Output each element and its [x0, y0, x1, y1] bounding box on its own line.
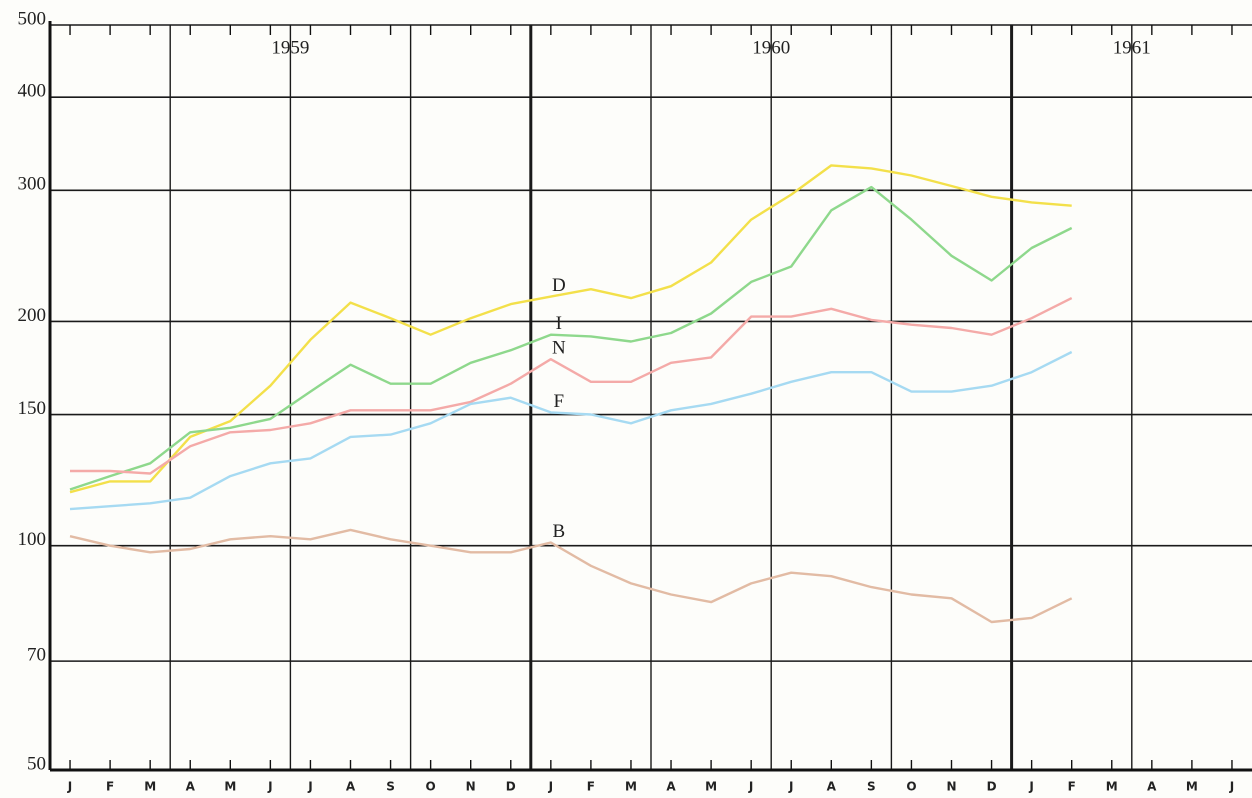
x-tick-label: J [788, 780, 793, 794]
series-label: N [552, 338, 566, 359]
x-tick-label: O [426, 780, 436, 794]
series-label: I [556, 313, 562, 334]
x-tick-label: M [224, 780, 236, 794]
x-tick-label: M [1106, 780, 1118, 794]
x-tick-label: J [1229, 780, 1234, 794]
x-tick-label: N [946, 780, 956, 794]
y-tick-label: 200 [18, 305, 47, 326]
series-line [69, 185, 1073, 491]
x-tick-label: M [625, 780, 637, 794]
x-tick-label: J [307, 780, 312, 794]
series-line [69, 350, 1073, 511]
x-tick-label: A [1147, 780, 1157, 794]
x-tick-label: J [1028, 780, 1033, 794]
series-label: D [552, 275, 566, 296]
x-tick-label: S [386, 780, 395, 794]
y-tick-label: 300 [18, 174, 47, 195]
x-tick-label: M [144, 780, 156, 794]
x-tick-label: A [346, 780, 356, 794]
series-label: B [552, 521, 565, 542]
y-tick-label: 150 [18, 398, 47, 419]
x-tick-label: M [705, 780, 717, 794]
x-tick-label: M [1186, 780, 1198, 794]
x-tick-label: J [267, 780, 272, 794]
x-tick-label: A [827, 780, 837, 794]
x-tick-label: J [67, 780, 72, 794]
x-tick-label: J [548, 780, 553, 794]
y-tick-label: 400 [18, 81, 47, 102]
x-tick-label: A [666, 780, 676, 794]
x-tick-label: S [867, 780, 876, 794]
x-tick-label: A [186, 780, 196, 794]
y-tick-label: 50 [27, 753, 46, 774]
x-tick-label: F [587, 780, 595, 794]
x-tick-label: O [906, 780, 916, 794]
x-tick-label: D [506, 780, 516, 794]
x-tick-label: F [1068, 780, 1076, 794]
series-line [69, 528, 1073, 624]
x-tick-label: J [748, 780, 753, 794]
x-tick-label: D [987, 780, 997, 794]
x-tick-label: F [106, 780, 114, 794]
y-tick-label: 70 [27, 644, 46, 665]
year-label: 1961 [1113, 37, 1151, 58]
year-label: 1960 [752, 37, 790, 58]
y-tick-label: 500 [18, 8, 47, 29]
y-tick-label: 100 [18, 529, 47, 550]
series-line [69, 164, 1072, 494]
x-tick-label: N [466, 780, 476, 794]
series-line [70, 297, 1073, 475]
year-label: 1959 [271, 37, 309, 58]
series-label: F [554, 391, 565, 412]
